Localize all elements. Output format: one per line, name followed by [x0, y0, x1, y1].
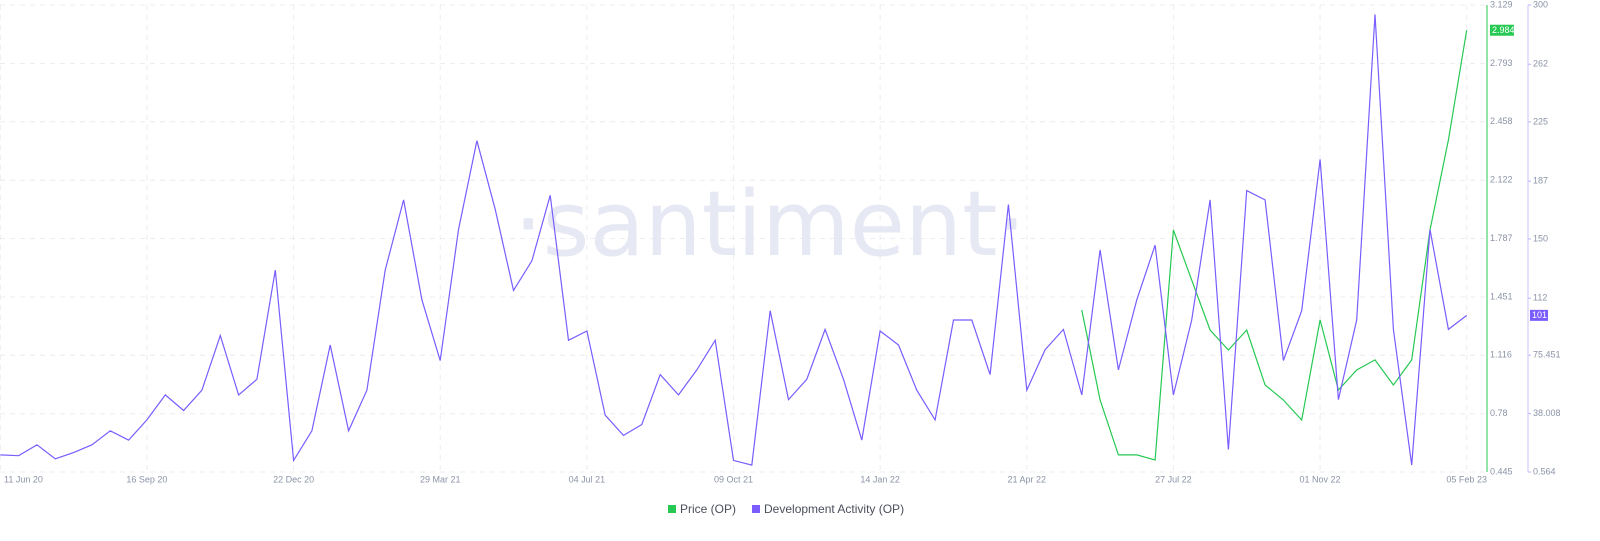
x-tick-label: 16 Sep 20	[126, 474, 167, 484]
y-tick-label: 1.787	[1490, 233, 1513, 243]
y2-tick-label: 75.451	[1533, 350, 1561, 360]
x-tick-label: 05 Feb 23	[1446, 474, 1487, 484]
legend-label: Development Activity (OP)	[764, 502, 904, 516]
legend-label: Price (OP)	[680, 502, 736, 516]
x-tick-label: 01 Nov 22	[1300, 474, 1341, 484]
y-tick-label: 0.78	[1490, 408, 1508, 418]
x-tick-label: 11 Jun 20	[4, 474, 43, 484]
value-badge-label: 2.984	[1492, 25, 1515, 35]
watermark: ·santiment·	[514, 172, 1026, 277]
series-line	[1081, 30, 1468, 461]
x-tick-label: 14 Jan 22	[860, 474, 900, 484]
y2-tick-label: 300	[1533, 0, 1548, 9]
y-tick-label: 1.451	[1490, 291, 1513, 301]
x-tick-label: 27 Jul 22	[1155, 474, 1192, 484]
value-badge-label: 101	[1532, 310, 1547, 320]
y-tick-label: 2.793	[1490, 58, 1513, 68]
y2-tick-label: 262	[1533, 59, 1548, 69]
y2-tick-label: 187	[1533, 176, 1548, 186]
x-tick-label: 09 Oct 21	[714, 474, 753, 484]
x-tick-label: 22 Dec 20	[273, 474, 314, 484]
x-tick-label: 29 Mar 21	[420, 474, 461, 484]
y-tick-label: 2.122	[1490, 175, 1513, 185]
value-badge	[1490, 24, 1514, 36]
y-tick-label: 0.445	[1490, 466, 1513, 476]
legend-swatch	[752, 505, 761, 513]
x-tick-label: 21 Apr 22	[1008, 474, 1047, 484]
y-tick-label: 3.129	[1490, 0, 1513, 9]
y2-tick-label: 225	[1533, 116, 1548, 126]
grid-layer	[0, 4, 1487, 473]
x-tick-label: 04 Jul 21	[569, 474, 606, 484]
y-tick-label: 1.116	[1490, 350, 1512, 360]
value-badge	[1530, 309, 1548, 321]
legend-swatch	[668, 505, 676, 513]
series-line	[0, 14, 1468, 466]
y-tick-label: 2.458	[1490, 116, 1513, 126]
y2-tick-label: 112	[1533, 293, 1547, 303]
y2-tick-label: 0.564	[1533, 466, 1556, 476]
y2-tick-label: 38.008	[1533, 408, 1561, 418]
y2-tick-label: 150	[1533, 233, 1548, 243]
